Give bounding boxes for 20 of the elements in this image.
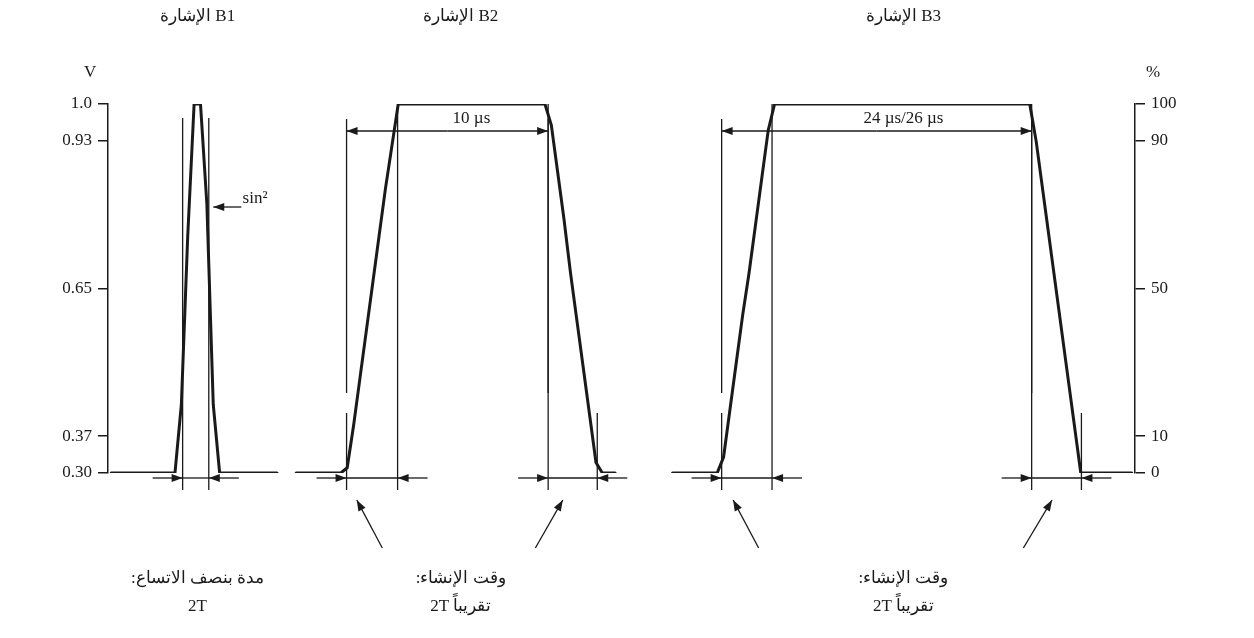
y2-tick-label: 10	[1151, 425, 1168, 445]
text: وقت الإنشاء:	[858, 568, 949, 588]
y-tick-label: 0.65	[62, 277, 92, 297]
y-axis-title: V	[84, 62, 97, 82]
annotation: sin²	[242, 188, 268, 208]
y-tick-label: 1.0	[70, 93, 92, 113]
text: مدة بنصف الاتساع:	[131, 568, 265, 588]
y2-tick-label: 50	[1151, 277, 1168, 297]
y2-tick-label: 0	[1151, 462, 1160, 482]
y-tick-label: 0.30	[62, 462, 92, 482]
y2-axis-title: %	[1146, 62, 1161, 82]
y2-tick-label: 90	[1151, 130, 1168, 150]
y2-tick-label: 100	[1151, 93, 1177, 113]
text: الإشارة B2	[423, 6, 499, 26]
y-tick-label: 0.37	[62, 425, 93, 445]
text: الإشارة B1	[160, 6, 236, 26]
text: وقت الإنشاء:	[415, 568, 506, 588]
text: الإشارة B3	[865, 6, 942, 26]
text: 2T	[188, 596, 207, 616]
y-tick-label: 0.93	[62, 130, 92, 150]
